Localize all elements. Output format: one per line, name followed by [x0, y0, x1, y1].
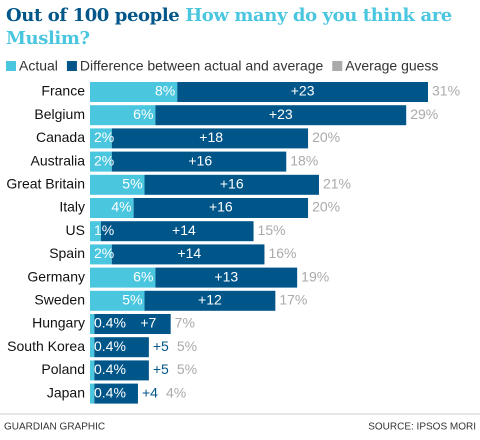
bar-difference	[111, 244, 265, 265]
category-label: Sweden	[34, 292, 85, 308]
actual-label: 0.4%	[94, 384, 126, 400]
bar-difference	[177, 82, 428, 102]
bar-actual	[90, 290, 145, 311]
category-label: US	[66, 222, 85, 238]
category-label: Canada	[36, 129, 85, 145]
average-label: 31%	[432, 83, 460, 99]
chart-title: Out of 100 people	[6, 5, 180, 26]
legend-swatch	[66, 61, 77, 71]
average-label: 4%	[166, 384, 186, 400]
bar-actual	[90, 244, 112, 265]
difference-label: +4	[142, 384, 158, 400]
bar-difference	[144, 174, 319, 195]
difference-label: +5	[153, 361, 169, 377]
bar-actual	[90, 337, 95, 358]
category-label: South Korea	[7, 338, 85, 354]
category-label: Germany	[27, 268, 85, 284]
bar-actual	[90, 128, 112, 149]
bar-difference	[133, 198, 309, 218]
legend-label: Average guess	[345, 58, 438, 74]
difference-label: +5	[153, 338, 169, 354]
category-label: France	[41, 83, 85, 99]
bar-actual	[90, 267, 156, 288]
difference-label: +23	[291, 83, 315, 99]
bar-actual	[90, 383, 95, 404]
bar-actual	[90, 151, 112, 172]
actual-label: 0.4%	[94, 361, 126, 377]
average-label: 15%	[258, 222, 286, 238]
bar-difference	[100, 221, 254, 242]
actual-label: 8%	[155, 83, 175, 99]
bar-actual	[90, 198, 134, 218]
difference-label: +18	[199, 129, 223, 145]
footer-credit: GUARDIAN GRAPHIC	[4, 422, 105, 433]
actual-label: 6%	[133, 106, 153, 122]
category-label: Italy	[59, 199, 85, 215]
difference-label: +23	[269, 106, 293, 122]
bar-difference	[94, 383, 138, 404]
difference-label: +16	[209, 199, 233, 215]
actual-label: 2%	[94, 129, 114, 145]
bar-actual	[90, 221, 101, 242]
actual-label: 5%	[122, 176, 142, 192]
average-label: 5%	[177, 361, 197, 377]
bar-difference	[111, 128, 309, 149]
bar-actual	[90, 174, 145, 195]
difference-label: +14	[177, 245, 201, 261]
actual-label: 1%	[94, 222, 114, 238]
bar-difference	[94, 360, 149, 381]
actual-label: 6%	[133, 268, 153, 284]
legend-label: Actual	[19, 58, 58, 74]
actual-label: 5%	[122, 292, 142, 308]
difference-label: +7	[140, 315, 156, 331]
average-label: 7%	[175, 315, 195, 331]
difference-label: +13	[214, 268, 238, 284]
average-label: 17%	[279, 292, 307, 308]
average-label: 21%	[323, 176, 351, 192]
actual-label: 2%	[94, 152, 114, 168]
category-label: Belgium	[34, 106, 85, 122]
title-block: Out of 100 people How many do you think …	[6, 4, 466, 50]
actual-label: 4%	[111, 199, 131, 215]
bar-actual	[90, 360, 95, 381]
actual-label: 0.4%	[94, 315, 126, 331]
average-label: 18%	[290, 152, 318, 168]
bar-difference	[111, 151, 287, 172]
difference-label: +16	[220, 176, 244, 192]
footer-source: SOURCE: IPSOS MORI	[368, 422, 476, 433]
category-label: Spain	[49, 245, 85, 261]
category-label: Great Britain	[6, 176, 85, 192]
bar-actual	[90, 314, 95, 334]
category-label: Australia	[31, 152, 86, 168]
legend-swatch	[6, 61, 16, 71]
average-label: 5%	[177, 338, 197, 354]
average-label: 20%	[312, 129, 340, 145]
difference-label: +16	[188, 152, 212, 168]
bar-difference	[94, 314, 171, 334]
category-label: Japan	[47, 384, 85, 400]
average-label: 20%	[312, 199, 340, 215]
difference-label: +12	[198, 292, 222, 308]
legend-label: Difference between actual and average	[80, 58, 324, 74]
average-label: 19%	[301, 268, 329, 284]
chart-subtitle: How many do you think are Muslim?	[6, 5, 452, 49]
bar-difference	[155, 105, 407, 126]
actual-label: 0.4%	[94, 338, 126, 354]
average-label: 29%	[410, 106, 438, 122]
bar-difference	[144, 290, 276, 311]
average-label: 16%	[268, 245, 296, 261]
legend-swatch	[332, 61, 343, 71]
bar-actual	[90, 105, 156, 126]
bar-difference	[155, 267, 298, 288]
bar-difference	[94, 337, 149, 358]
bar-actual	[90, 82, 178, 102]
difference-label: +14	[172, 222, 196, 238]
actual-label: 2%	[94, 245, 114, 261]
category-label: Poland	[41, 361, 85, 377]
category-label: Hungary	[32, 315, 85, 331]
